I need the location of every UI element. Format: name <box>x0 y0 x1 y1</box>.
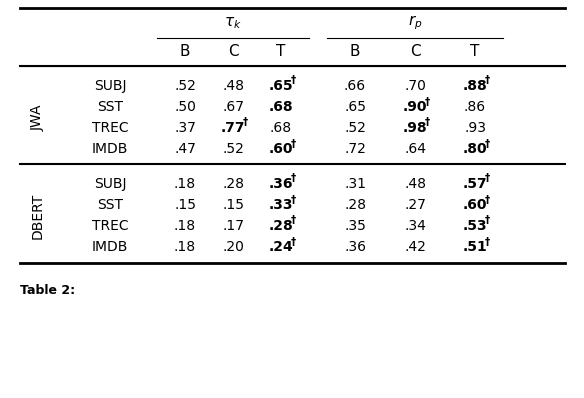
Text: .68: .68 <box>269 100 293 114</box>
Text: .28: .28 <box>269 219 293 233</box>
Text: .52: .52 <box>222 142 244 156</box>
Text: .47: .47 <box>174 142 196 156</box>
Text: B: B <box>350 45 360 59</box>
Text: .35: .35 <box>344 219 366 233</box>
Text: †: † <box>425 96 430 107</box>
Text: .20: .20 <box>222 240 244 254</box>
Text: .70: .70 <box>404 79 426 93</box>
Text: †: † <box>485 236 490 246</box>
Text: .28: .28 <box>344 198 366 212</box>
Text: .72: .72 <box>344 142 366 156</box>
Text: IMDB: IMDB <box>92 142 128 156</box>
Text: †: † <box>485 76 490 86</box>
Text: .67: .67 <box>222 100 244 114</box>
Text: Table 2:: Table 2: <box>20 283 75 297</box>
Text: .53: .53 <box>463 219 487 233</box>
Text: .42: .42 <box>404 240 426 254</box>
Text: .48: .48 <box>404 177 426 191</box>
Text: .65: .65 <box>269 79 293 93</box>
Text: T: T <box>470 45 479 59</box>
Text: C: C <box>410 45 420 59</box>
Text: .27: .27 <box>404 198 426 212</box>
Text: .98: .98 <box>403 121 427 135</box>
Text: .18: .18 <box>174 219 196 233</box>
Text: †: † <box>291 236 296 246</box>
Text: $\tau_k$: $\tau_k$ <box>224 15 242 31</box>
Text: †: † <box>291 76 296 86</box>
Text: .86: .86 <box>464 100 486 114</box>
Text: .37: .37 <box>174 121 196 135</box>
Text: .15: .15 <box>174 198 196 212</box>
Text: †: † <box>291 215 296 226</box>
Text: .65: .65 <box>344 100 366 114</box>
Text: .31: .31 <box>344 177 366 191</box>
Text: .34: .34 <box>404 219 426 233</box>
Text: .18: .18 <box>174 177 196 191</box>
Text: SST: SST <box>97 198 123 212</box>
Text: .51: .51 <box>463 240 488 254</box>
Text: T: T <box>276 45 286 59</box>
Text: .52: .52 <box>344 121 366 135</box>
Text: DBERT: DBERT <box>31 192 45 239</box>
Text: .90: .90 <box>403 100 427 114</box>
Text: TREC: TREC <box>92 219 128 233</box>
Text: †: † <box>291 139 296 148</box>
Text: .33: .33 <box>269 198 293 212</box>
Text: .93: .93 <box>464 121 486 135</box>
Text: †: † <box>291 195 296 205</box>
Text: .68: .68 <box>270 121 292 135</box>
Text: IMDB: IMDB <box>92 240 128 254</box>
Text: .36: .36 <box>344 240 366 254</box>
Text: .60: .60 <box>463 198 487 212</box>
Text: †: † <box>485 139 490 148</box>
Text: .18: .18 <box>174 240 196 254</box>
Text: .77: .77 <box>221 121 245 135</box>
Text: SST: SST <box>97 100 123 114</box>
Text: .60: .60 <box>269 142 293 156</box>
Text: .66: .66 <box>344 79 366 93</box>
Text: .88: .88 <box>463 79 488 93</box>
Text: .64: .64 <box>404 142 426 156</box>
Text: †: † <box>485 195 490 205</box>
Text: TREC: TREC <box>92 121 128 135</box>
Text: C: C <box>228 45 238 59</box>
Text: .57: .57 <box>463 177 487 191</box>
Text: †: † <box>291 174 296 183</box>
Text: .17: .17 <box>222 219 244 233</box>
Text: .48: .48 <box>222 79 244 93</box>
Text: $r_p$: $r_p$ <box>408 14 422 32</box>
Text: SUBJ: SUBJ <box>94 177 126 191</box>
Text: .80: .80 <box>463 142 487 156</box>
Text: .15: .15 <box>222 198 244 212</box>
Text: .52: .52 <box>174 79 196 93</box>
Text: JWA: JWA <box>31 104 45 131</box>
Text: .50: .50 <box>174 100 196 114</box>
Text: SUBJ: SUBJ <box>94 79 126 93</box>
Text: .24: .24 <box>269 240 293 254</box>
Text: B: B <box>180 45 190 59</box>
Text: †: † <box>485 215 490 226</box>
Text: †: † <box>485 174 490 183</box>
Text: .36: .36 <box>269 177 293 191</box>
Text: .28: .28 <box>222 177 244 191</box>
Text: †: † <box>425 117 430 127</box>
Text: †: † <box>243 117 248 127</box>
